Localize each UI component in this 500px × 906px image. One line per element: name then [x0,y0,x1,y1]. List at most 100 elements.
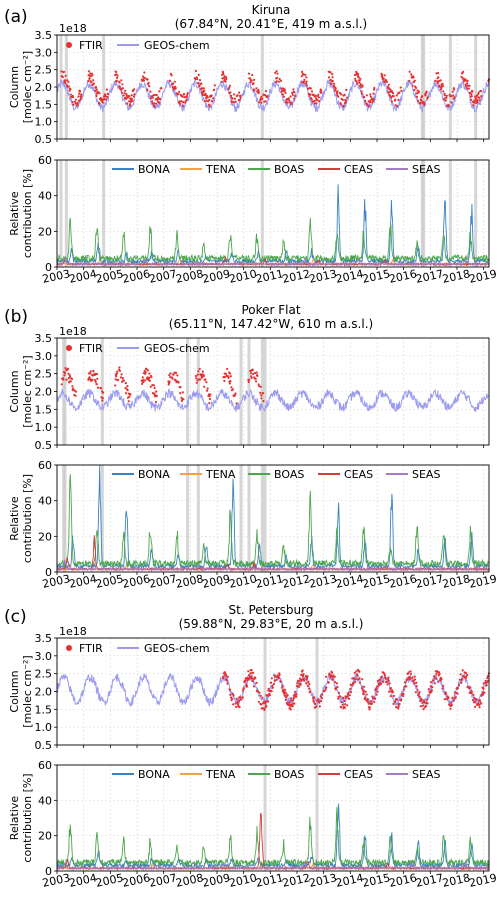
series-point-FTIR [320,699,323,703]
series-point-FTIR [320,89,323,92]
x-tick-label: 2013 [308,267,338,286]
series-point-FTIR [304,82,308,85]
series-point-FTIR [397,707,400,710]
series-point-FTIR [310,98,313,101]
y-tick-label: 1.0 [35,721,53,734]
series-point-FTIR [483,691,486,694]
series-point-FTIR [69,88,72,91]
series-point-FTIR [118,369,122,372]
series-point-FTIR [305,80,308,83]
series-point-FTIR [260,397,263,400]
y-axis-label: Relative [8,496,21,541]
series-point-FTIR [330,675,333,678]
series-point-FTIR [395,94,398,97]
series-point-FTIR [71,385,74,388]
series-point-FTIR [420,699,423,702]
y-tick-label: 1.5 [35,703,53,716]
series-point-FTIR [389,687,393,690]
series-point-FTIR [485,684,488,687]
series-point-FTIR [478,99,481,102]
series-point-FTIR [335,682,338,685]
series-point-FTIR [358,81,361,84]
series-point-FTIR [346,96,349,99]
series-point-FTIR [62,378,65,381]
x-tick-label: 2006 [121,267,151,286]
series-point-FTIR [409,670,412,673]
series-point-FTIR [439,88,443,91]
series-point-FTIR [341,98,344,101]
legend-label: BOAS [274,468,304,481]
series-point-FTIR [148,379,151,382]
legend-label: BONA [138,468,170,481]
series-point-FTIR [280,686,283,689]
series-point-FTIR [299,683,302,686]
series-point-FTIR [284,91,287,94]
series-point-FTIR [272,683,275,686]
series-point-FTIR [278,77,281,81]
shaded-band [263,765,267,871]
series-point-FTIR [419,705,422,708]
series-point-FTIR [155,102,158,105]
series-point-FTIR [64,367,67,370]
series-point-FTIR [69,380,72,383]
series-point-FTIR [358,84,362,87]
series-point-FTIR [178,90,181,93]
series-point-FTIR [383,672,386,675]
shaded-band [474,35,478,139]
series-point-FTIR [416,99,420,102]
series-point-FTIR [228,688,232,692]
series-point-FTIR [421,95,424,98]
x-tick-label: 2011 [255,267,285,286]
series-point-FTIR [380,675,383,678]
series-point-FTIR [229,375,232,378]
series-point-FTIR [258,691,261,694]
series-point-FTIR [276,76,279,79]
series-point-FTIR [305,76,308,79]
series-point-FTIR [419,102,422,105]
series-point-FTIR [229,693,232,697]
series-point-FTIR [281,93,284,96]
shaded-band [64,160,68,267]
y-tick-label: 3.0 [35,350,53,363]
series-point-FTIR [181,104,184,107]
series-point-FTIR [273,674,276,677]
series-point-FTIR [453,691,457,694]
series-point-FTIR [244,680,247,683]
x-tick-label: 2007 [148,267,178,286]
series-point-FTIR [100,387,103,390]
series-point-FTIR [283,89,286,92]
series-point-FTIR [151,96,154,99]
x-tick-label: 2013 [308,871,338,890]
series-point-FTIR [288,99,291,102]
panel-b-letter: (b) [4,307,28,327]
y-axis-label: [molec cm⁻²] [21,355,34,427]
series-point-FTIR [436,81,439,85]
series-point-FTIR [450,704,453,707]
series-point-FTIR [282,95,285,98]
series-point-FTIR [467,87,470,90]
series-point-FTIR [331,671,334,674]
series-point-FTIR [250,79,253,82]
series-point-FTIR [260,101,263,104]
series-point-FTIR [400,89,403,92]
series-point-FTIR [101,397,104,400]
series-point-FTIR [352,682,355,685]
series-point-FTIR [369,99,372,102]
series-point-FTIR [125,97,128,100]
series-point-FTIR [158,98,162,101]
series-point-FTIR [484,681,487,684]
series-point-FTIR [252,82,255,85]
series-point-FTIR [354,77,357,80]
legend-label: SEAS [412,163,440,176]
series-point-FTIR [206,389,209,392]
series-point-FTIR [267,687,270,690]
series-point-FTIR [366,700,369,703]
series-point-FTIR [291,93,294,96]
series-point-FTIR [79,98,82,101]
series-point-FTIR [230,697,233,701]
series-point-FTIR [335,92,339,95]
series-point-FTIR [126,385,129,388]
series-point-FTIR [295,693,298,696]
series-point-FTIR [421,704,424,708]
series-point-FTIR [293,702,296,705]
